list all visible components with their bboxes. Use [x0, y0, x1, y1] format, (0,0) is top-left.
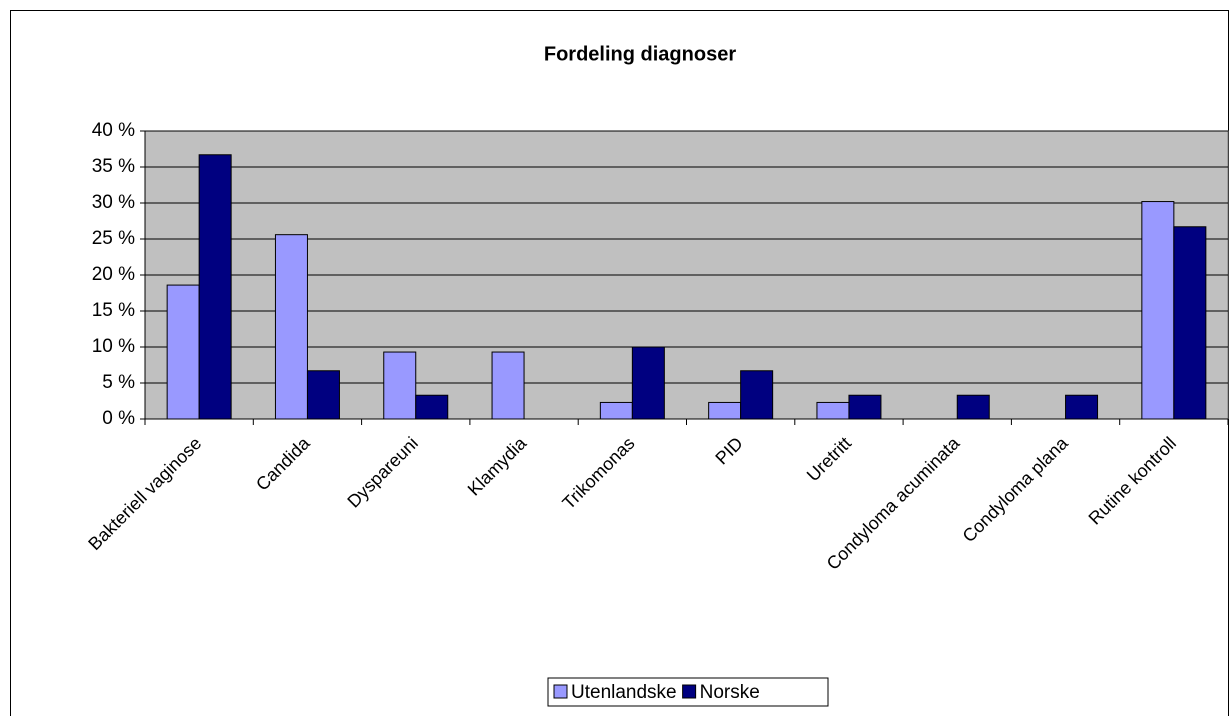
- y-tick-label: 10 %: [92, 336, 135, 357]
- bar: [708, 401, 742, 420]
- y-tick-label: 15 %: [92, 300, 135, 321]
- chart-title: Fordeling diagnoser: [544, 43, 736, 65]
- bar: [383, 351, 417, 420]
- y-tick-label: 30 %: [92, 192, 135, 213]
- y-tick-label: 35 %: [92, 156, 135, 177]
- y-tick-label: 40 %: [92, 120, 135, 141]
- bar: [166, 284, 200, 420]
- bar: [599, 401, 633, 420]
- y-tick-label: 0 %: [102, 408, 135, 429]
- y-tick-label: 25 %: [92, 228, 135, 249]
- legend: Utenlandske Norske: [547, 677, 829, 707]
- bar: [198, 154, 232, 420]
- bar: [415, 394, 449, 420]
- bar: [1173, 226, 1207, 420]
- bar: [274, 234, 308, 420]
- bar: [956, 394, 990, 420]
- bar: [631, 346, 665, 420]
- bar: [1141, 201, 1175, 420]
- y-tick-label: 20 %: [92, 264, 135, 285]
- bar: [1065, 394, 1099, 420]
- legend-label: Norske: [700, 682, 760, 703]
- bar: [848, 394, 882, 420]
- bar: [740, 370, 774, 420]
- bar: [491, 351, 525, 420]
- bar: [306, 370, 340, 420]
- legend-label: Utenlandske: [571, 682, 677, 703]
- legend-swatch: [682, 684, 697, 699]
- y-tick-label: 5 %: [102, 372, 135, 393]
- bar: [816, 401, 850, 420]
- legend-swatch: [553, 684, 568, 699]
